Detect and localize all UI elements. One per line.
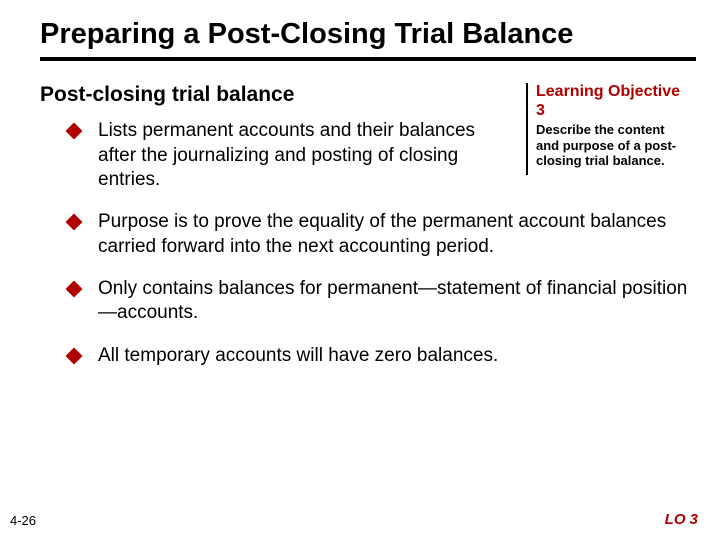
diamond-icon: [66, 123, 83, 140]
lo-heading: Learning Objective 3: [536, 83, 690, 120]
list-item: All temporary accounts will have zero ba…: [68, 344, 696, 368]
bullet-text: Purpose is to prove the equality of the …: [98, 210, 696, 259]
lo-description: Describe the content and purpose of a po…: [536, 122, 690, 169]
slide-title: Preparing a Post-Closing Trial Balance: [40, 18, 696, 51]
list-item: Purpose is to prove the equality of the …: [68, 210, 696, 259]
list-item: Only contains balances for permanent—sta…: [68, 277, 696, 326]
body-row: Post-closing trial balance Lists permane…: [40, 83, 696, 210]
bullet-text: Only contains balances for permanent—sta…: [98, 277, 696, 326]
lo-tag: LO 3: [665, 511, 698, 528]
bullet-list: Lists permanent accounts and their balan…: [40, 119, 504, 192]
diamond-icon: [66, 347, 83, 364]
list-item: Lists permanent accounts and their balan…: [68, 119, 504, 192]
page-number: 4-26: [10, 513, 36, 528]
slide: Preparing a Post-Closing Trial Balance P…: [0, 0, 720, 540]
bullet-list-continued: Purpose is to prove the equality of the …: [40, 210, 696, 368]
subheading: Post-closing trial balance: [40, 83, 504, 107]
diamond-icon: [66, 214, 83, 231]
bullet-text: All temporary accounts will have zero ba…: [98, 344, 696, 368]
diamond-icon: [66, 280, 83, 297]
left-column: Post-closing trial balance Lists permane…: [40, 83, 504, 210]
learning-objective-box: Learning Objective 3 Describe the conten…: [526, 83, 696, 175]
bullet-text: Lists permanent accounts and their balan…: [98, 119, 504, 192]
title-rule: [40, 57, 696, 61]
